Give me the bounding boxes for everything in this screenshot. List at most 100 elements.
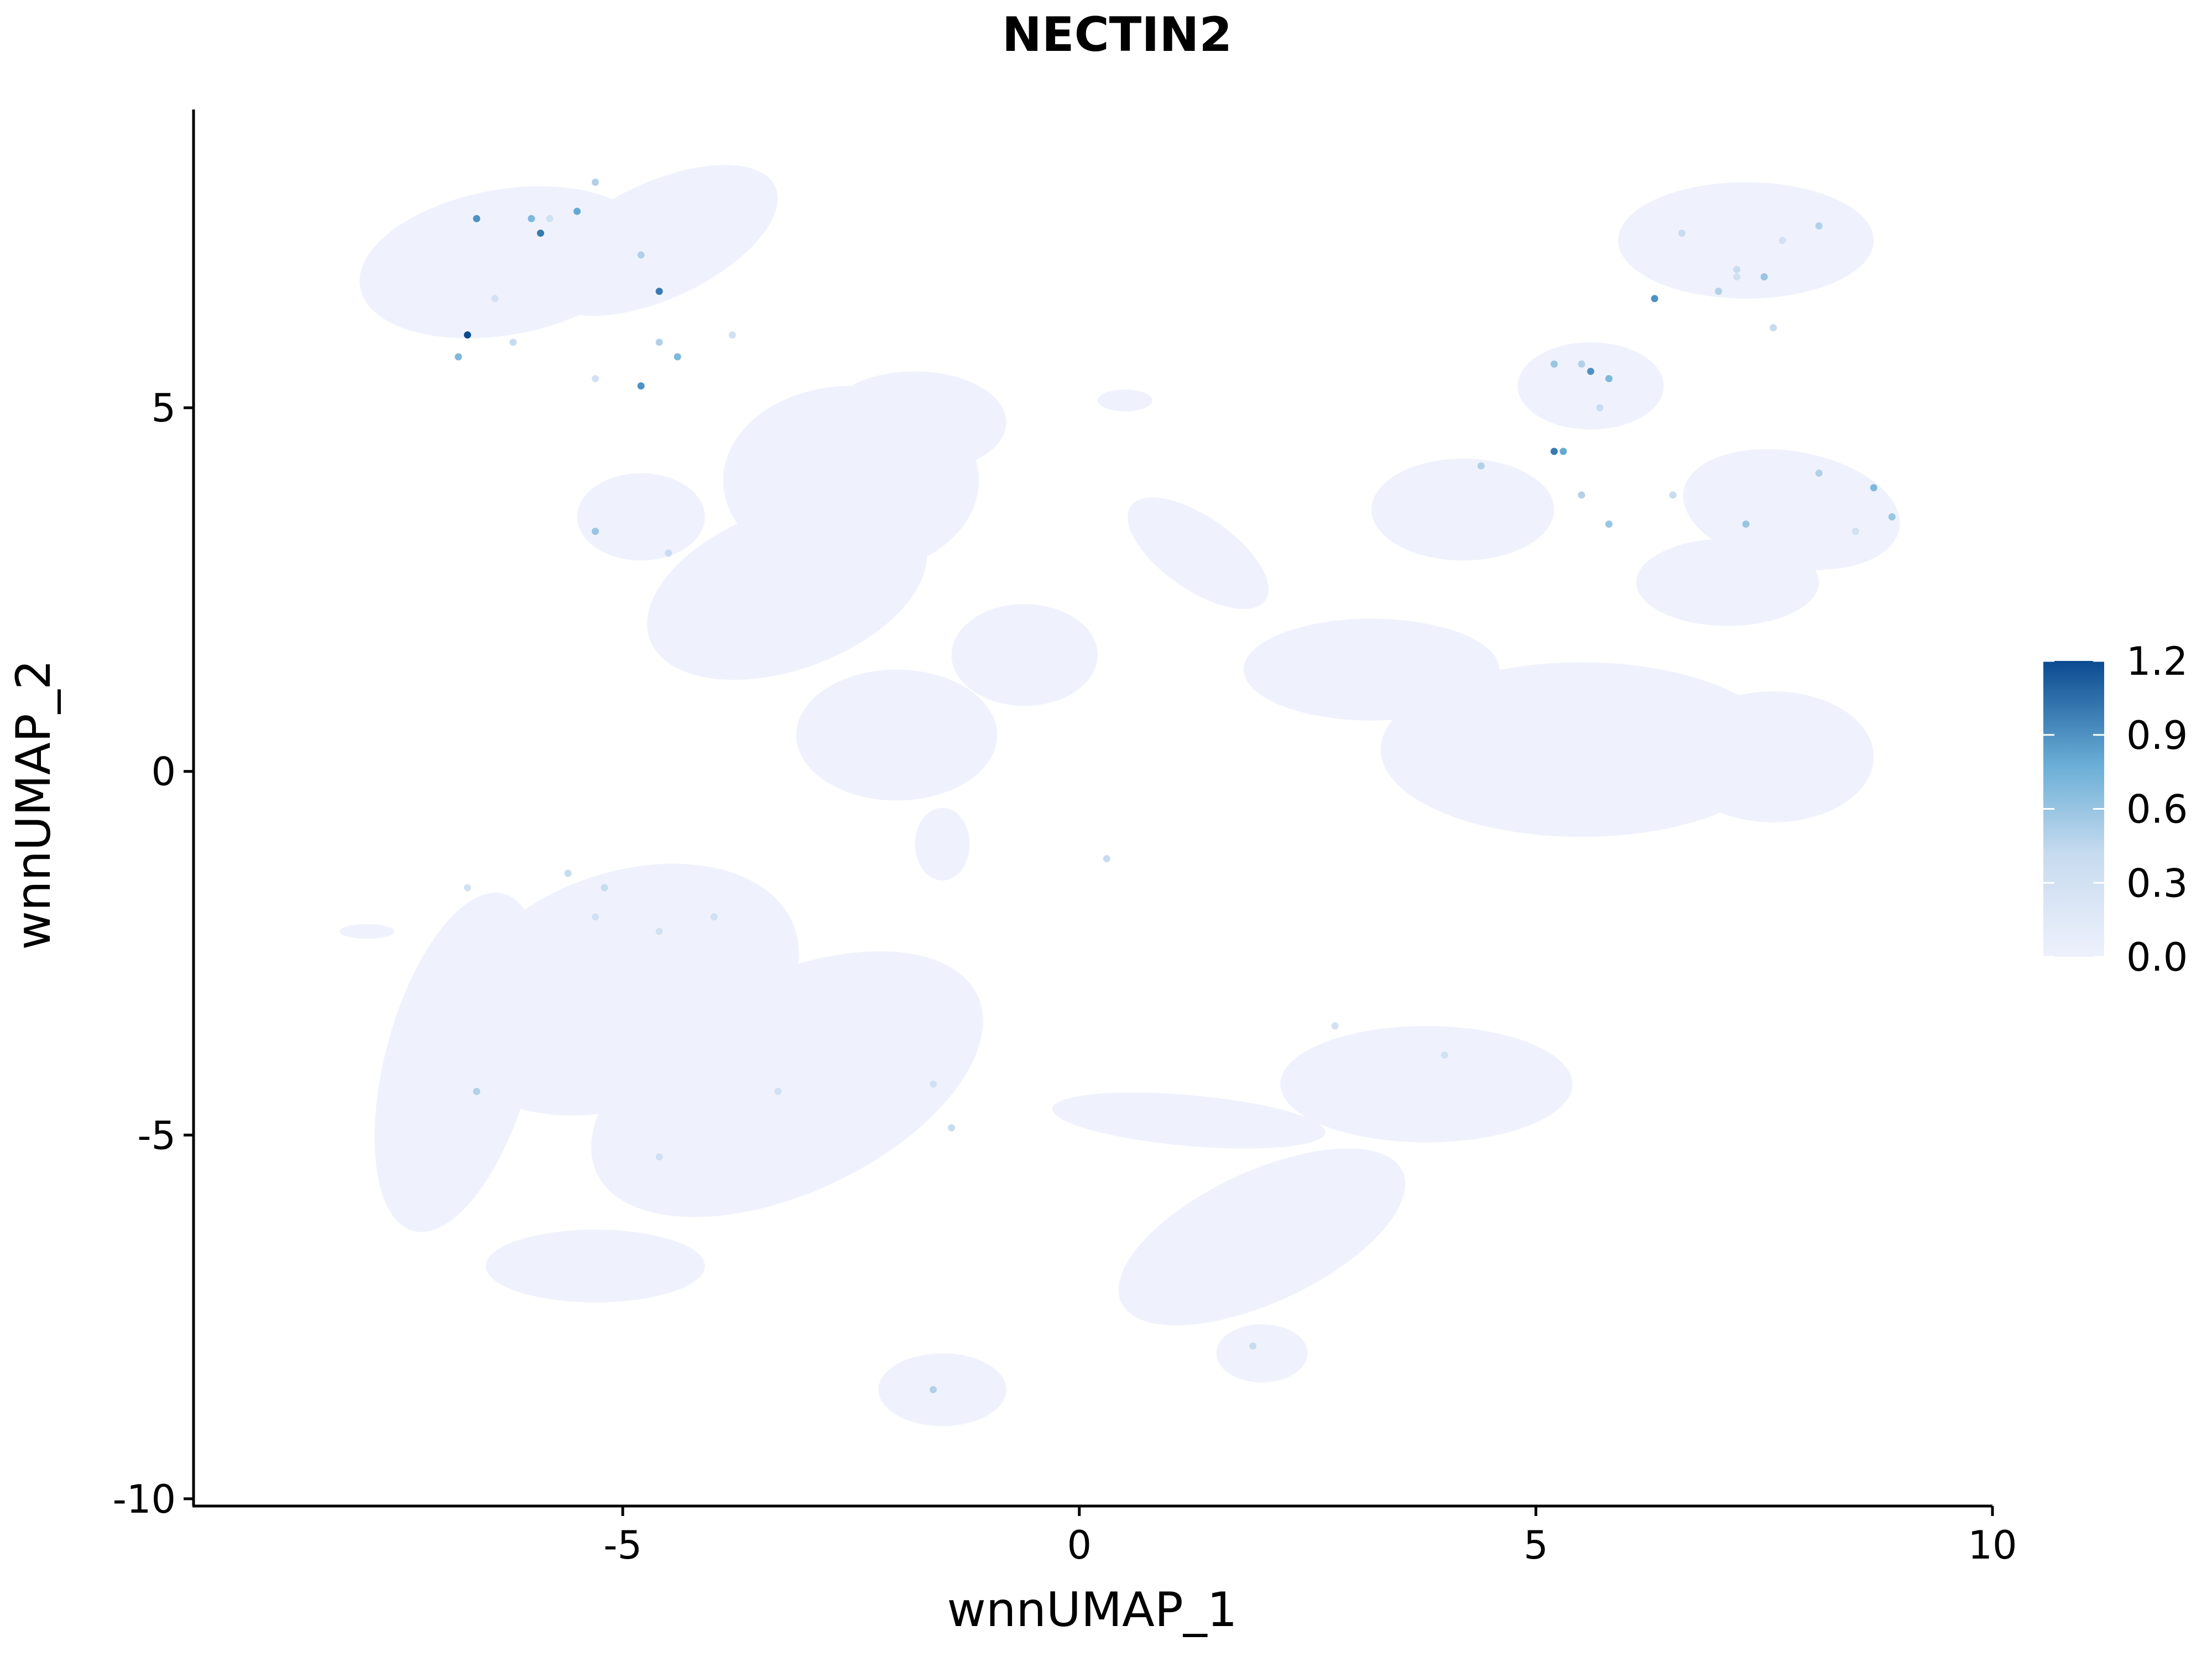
background-cell-cluster [915, 807, 970, 881]
background-cell-cluster [647, 499, 927, 680]
background-cell-cluster [1380, 662, 1783, 837]
colorbar-legend: 0.0 0.3 0.6 0.9 1.2 [2043, 639, 2188, 980]
expressing-cell-point [655, 288, 663, 295]
background-cell-cluster [1216, 1324, 1308, 1383]
expressing-cell-point [601, 884, 608, 892]
background-cell-cluster [823, 371, 1006, 473]
expressing-cell-point [473, 1087, 481, 1095]
y-tick-label: -10 [113, 1477, 176, 1522]
colorbar-tick-label: 0.0 [2126, 935, 2188, 980]
y-tick-label: 0 [151, 749, 176, 795]
background-cell-cluster [1517, 342, 1664, 430]
expressing-cell-point [491, 295, 499, 303]
background-cell-cluster [374, 893, 542, 1232]
expressing-cell-point [1778, 237, 1786, 244]
expressing-cell-point [1888, 513, 1896, 520]
expressing-cell-point [1605, 375, 1613, 383]
expressing-cell-point [728, 331, 736, 339]
expressing-cell-point [1550, 360, 1558, 368]
colorbar-tick-label: 0.3 [2126, 861, 2188, 906]
colorbar-tick-label: 1.2 [2126, 639, 2188, 684]
x-tick-label: -5 [603, 1523, 642, 1568]
expressing-cell-point [1596, 404, 1604, 411]
expressing-cell-point [1103, 855, 1110, 863]
expressing-cell-point [1715, 288, 1723, 295]
expressing-cell-point [1477, 462, 1485, 470]
expressing-cell-point [509, 338, 517, 346]
expressing-cell-point [710, 913, 718, 921]
expressing-cell-point [473, 215, 481, 222]
x-tick-label: 10 [1968, 1523, 2017, 1568]
expressing-cell-point [1678, 230, 1686, 237]
expressing-cell-point [1760, 273, 1768, 280]
expressing-cell-point [1605, 520, 1613, 528]
y-axis-label: wnnUMAP_2 [6, 660, 61, 950]
background-cell-cluster [1097, 389, 1152, 411]
expressing-cell-point [1669, 491, 1677, 499]
expressing-cells-layer [455, 179, 1896, 1394]
expressing-cell-point [463, 884, 471, 892]
background-cells-layer [340, 165, 1900, 1426]
background-cell-cluster [1280, 1026, 1573, 1143]
background-cell-cluster [540, 165, 778, 316]
expressing-cell-point [1651, 295, 1658, 303]
expressing-cell-point [463, 331, 471, 339]
expressing-cell-point [455, 353, 462, 361]
expressing-cell-point [592, 179, 599, 186]
x-tick-label: 5 [1524, 1523, 1548, 1568]
expressing-cell-point [1550, 447, 1558, 455]
expressing-cell-point [592, 528, 599, 535]
expressing-cell-point [1815, 222, 1823, 230]
expressing-cell-point [546, 215, 554, 222]
expressing-cell-point [1733, 265, 1741, 273]
background-cell-cluster [1618, 182, 1874, 299]
expressing-cell-point [655, 928, 663, 935]
chart-title: NECTIN2 [1002, 7, 1232, 62]
expressing-cell-point [1815, 470, 1823, 477]
colorbar-tick-label: 0.9 [2126, 713, 2188, 758]
background-cell-cluster [1371, 459, 1554, 561]
expressing-cell-point [637, 382, 645, 390]
y-axis-ticks: -10 -5 0 5 [113, 385, 194, 1522]
expressing-cell-point [1742, 520, 1750, 528]
expressing-cell-point [674, 353, 681, 361]
y-tick-label: -5 [137, 1113, 176, 1158]
colorbar-tick-label: 0.6 [2126, 787, 2188, 832]
expressing-cell-point [774, 1087, 782, 1095]
expressing-cell-point [1870, 484, 1877, 492]
background-cell-cluster [340, 924, 395, 939]
background-cell-cluster [486, 1229, 705, 1302]
expressing-cell-point [1578, 491, 1585, 499]
expressing-cell-point [1733, 273, 1741, 280]
expressing-cell-point [592, 375, 599, 383]
expressing-cell-point [1249, 1342, 1256, 1350]
expressing-cell-point [637, 251, 645, 259]
background-cell-cluster [1118, 1148, 1406, 1326]
expressing-cell-point [930, 1080, 937, 1088]
background-cell-cluster [1673, 691, 1874, 822]
expressing-cell-point [655, 1153, 663, 1161]
background-cell-cluster [951, 604, 1098, 706]
expressing-cell-point [536, 230, 544, 237]
expressing-cell-point [948, 1124, 956, 1132]
expressing-cell-point [655, 338, 663, 346]
background-cell-cluster [1127, 497, 1269, 609]
background-cell-cluster [1052, 1092, 1326, 1149]
expressing-cell-point [1770, 324, 1777, 332]
expressing-cell-point [564, 869, 572, 877]
expressing-cell-point [1587, 367, 1594, 375]
x-axis-ticks: -5 0 5 10 [603, 1506, 2017, 1568]
background-cell-cluster [796, 669, 998, 801]
colorbar-ticks: 0.0 0.3 0.6 0.9 1.2 [2043, 639, 2188, 980]
expressing-cell-point [573, 207, 581, 215]
expressing-cell-point [1441, 1051, 1448, 1059]
x-tick-label: 0 [1067, 1523, 1092, 1568]
background-cell-cluster [577, 473, 705, 561]
expressing-cell-point [1578, 360, 1585, 368]
expressing-cell-point [1331, 1022, 1339, 1030]
expressing-cell-point [592, 913, 599, 921]
expressing-cell-point [1559, 447, 1567, 455]
expressing-cell-point [528, 215, 535, 222]
